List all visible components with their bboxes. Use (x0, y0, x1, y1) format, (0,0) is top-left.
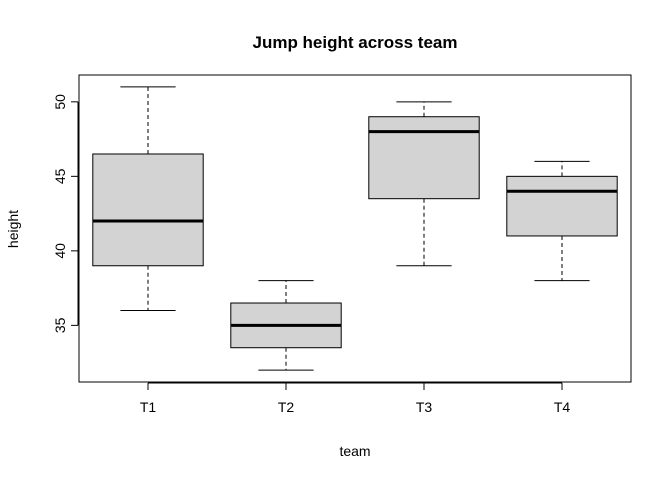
y-tick-label: 50 (52, 94, 68, 110)
x-tick-label: T1 (140, 399, 157, 415)
y-tick-label: 35 (52, 317, 68, 333)
box-t2 (230, 280, 342, 371)
chart-title: Jump height across team (252, 33, 457, 52)
x-axis: T1 T2 T3 T4 (140, 382, 571, 415)
x-axis-label: team (339, 443, 370, 459)
box-t1 (92, 86, 204, 311)
y-axis: 35 40 45 50 (52, 94, 79, 333)
plot-frame (78, 74, 632, 383)
y-tick-label: 40 (52, 243, 68, 259)
y-tick-label: 45 (52, 168, 68, 184)
x-tick-label: T4 (554, 399, 571, 415)
boxes (92, 86, 618, 371)
iqr-box (506, 175, 618, 237)
y-axis-label: height (5, 210, 21, 248)
x-tick-label: T2 (278, 399, 295, 415)
iqr-box (92, 153, 204, 267)
iqr-box (368, 116, 480, 200)
box-t3 (368, 101, 480, 267)
box-t4 (506, 160, 618, 282)
x-tick-label: T3 (416, 399, 433, 415)
